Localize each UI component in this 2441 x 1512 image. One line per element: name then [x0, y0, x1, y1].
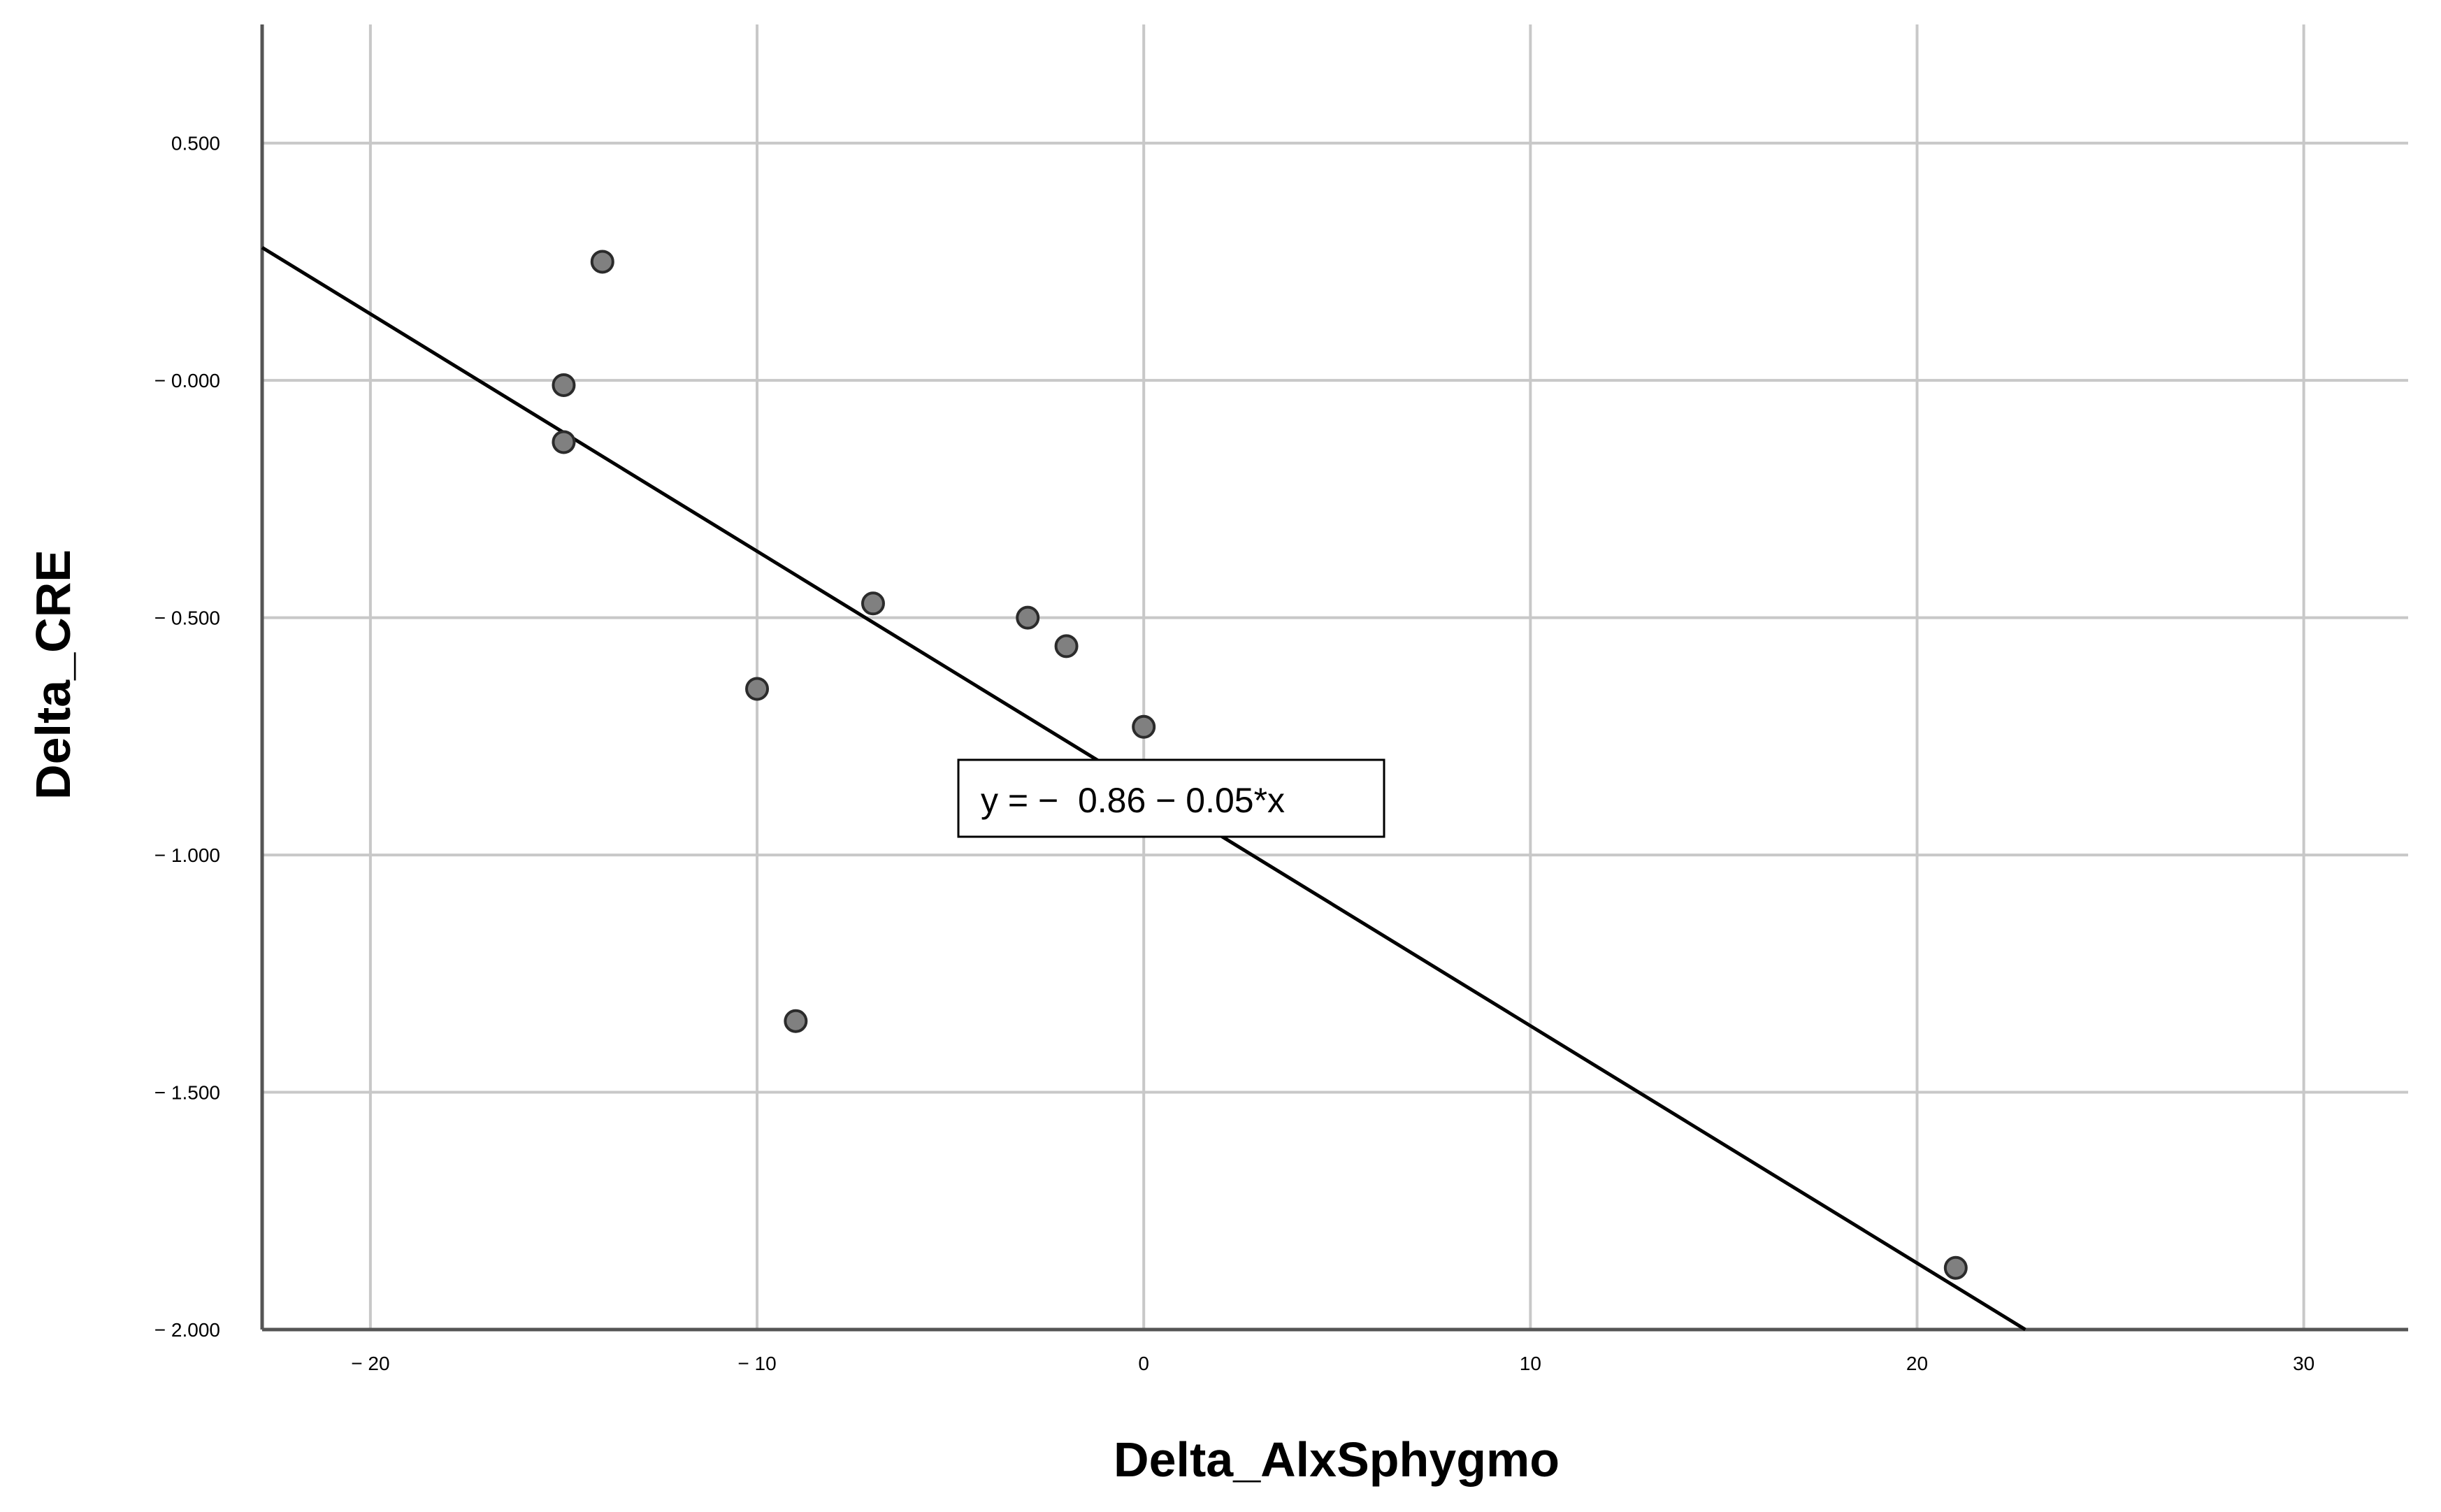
grid-lines	[262, 24, 2408, 1331]
data-points	[552, 250, 1968, 1280]
data-point	[590, 250, 614, 274]
y-tick-label: 0.500	[171, 133, 220, 154]
x-tick-label: 0	[1138, 1353, 1149, 1374]
data-point	[1943, 1255, 1968, 1280]
data-point	[1132, 714, 1156, 739]
x-tick-label: − 10	[737, 1353, 776, 1374]
equation-box	[957, 758, 1385, 838]
y-tick-label: − 2.000	[154, 1319, 220, 1341]
x-tick-label: − 20	[351, 1353, 389, 1374]
tick-labels: − 20 − 10 0 10 20 30 0.500 − 0.000 − 0.500 − 1.00…	[154, 133, 2314, 1374]
data-point	[1054, 634, 1079, 658]
x-axis-title: Delta_AlxSphygmo	[1114, 1432, 1560, 1487]
x-tick-label: 10	[1520, 1353, 1541, 1374]
data-point	[1016, 605, 1040, 630]
axes	[260, 24, 2408, 1332]
y-tick-label: − 0.500	[154, 607, 220, 629]
equation-label: y = − 0.86 − 0.05*x	[981, 781, 1285, 820]
data-point	[784, 1009, 808, 1033]
x-tick-label: 20	[1906, 1353, 1928, 1374]
y-tick-label: − 0.000	[154, 370, 220, 391]
equation-annotation: y = − 0.86 − 0.05*x	[957, 758, 1385, 838]
data-point	[552, 430, 576, 454]
x-tick-label: 30	[2293, 1353, 2314, 1374]
data-point	[552, 373, 576, 397]
y-tick-label: − 1.000	[154, 844, 220, 866]
y-tick-label: − 1.500	[154, 1082, 220, 1104]
data-point	[861, 591, 885, 616]
data-point	[745, 677, 770, 701]
y-axis-title: Delta_CRE	[26, 549, 80, 800]
